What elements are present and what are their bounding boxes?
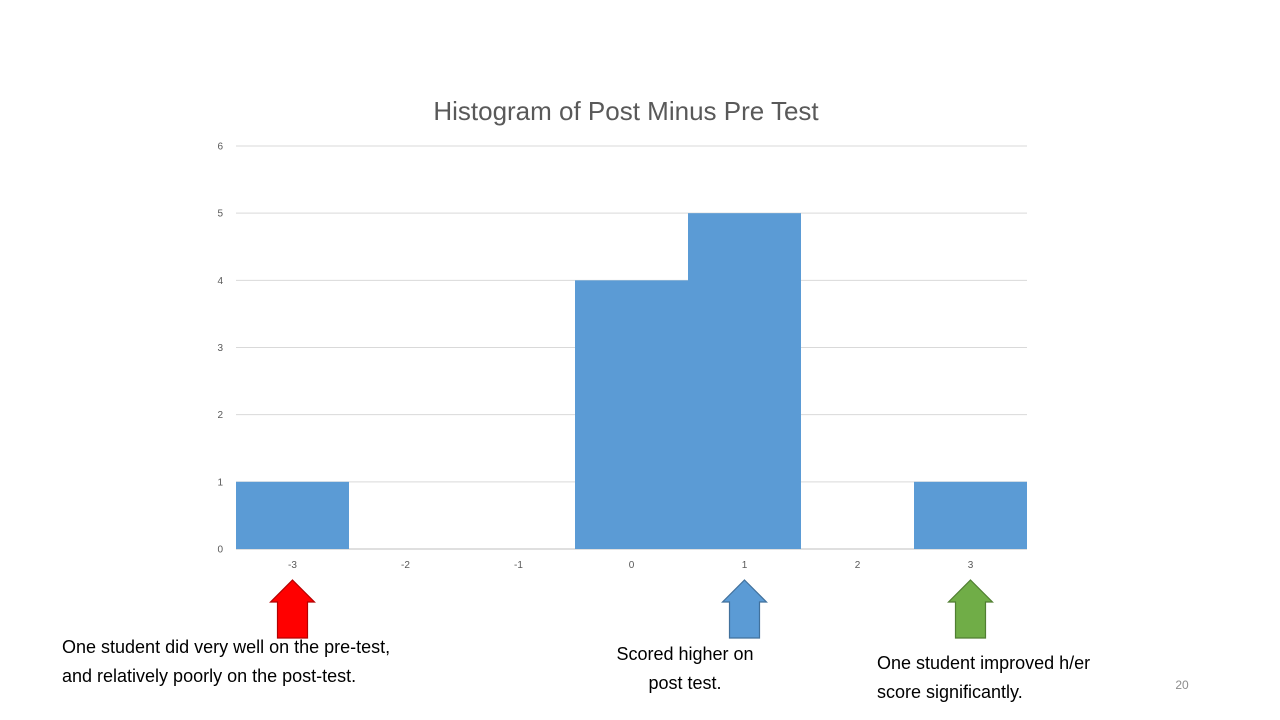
x-tick-label: 3 xyxy=(968,560,974,571)
up-arrow-icon xyxy=(269,579,316,639)
x-tick-label: 1 xyxy=(742,560,748,571)
annotation-middle-text: Scored higher on post test. xyxy=(616,644,754,693)
y-tick-label: 5 xyxy=(217,209,223,220)
x-tick-label: 2 xyxy=(855,560,861,571)
annotation-right-text: One student improved h/er score signific… xyxy=(877,653,1091,702)
up-arrow-icon xyxy=(947,579,994,639)
x-tick-label: -2 xyxy=(401,560,410,571)
y-tick-label: 1 xyxy=(217,477,223,488)
y-tick-label: 4 xyxy=(217,276,223,287)
chart-title: Histogram of Post Minus Pre Test xyxy=(433,96,819,126)
bar-0 xyxy=(575,280,688,549)
slide-number: 20 xyxy=(1175,678,1189,692)
up-arrow-icon xyxy=(721,579,768,639)
annotation-left-text: One student did very well on the pre-tes… xyxy=(62,637,391,686)
bar-3 xyxy=(914,481,1027,549)
bar-1 xyxy=(688,213,801,549)
x-tick-label: -3 xyxy=(288,560,297,571)
x-tick-label: 0 xyxy=(629,560,635,571)
y-tick-label: 2 xyxy=(217,410,223,421)
bar--3 xyxy=(236,481,349,549)
y-tick-label: 3 xyxy=(217,343,223,354)
y-tick-label: 0 xyxy=(217,545,223,556)
y-tick-label: 6 xyxy=(217,142,223,153)
x-tick-label: -1 xyxy=(514,560,523,571)
